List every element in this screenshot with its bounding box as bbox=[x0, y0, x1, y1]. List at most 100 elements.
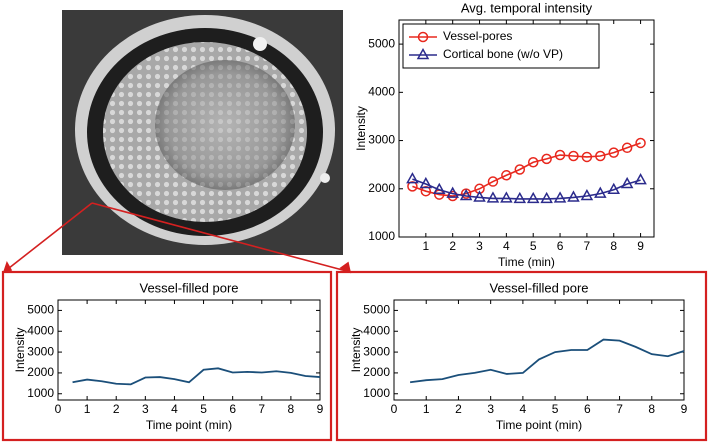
chart-title: Vessel-filled pore bbox=[140, 280, 239, 295]
marker bbox=[473, 190, 486, 202]
x-axis-label: Time (min) bbox=[498, 255, 555, 269]
marker bbox=[407, 181, 418, 192]
marker bbox=[620, 176, 634, 189]
x-tick-label: 1 bbox=[423, 402, 430, 416]
y-tick-label: 1000 bbox=[363, 386, 390, 400]
marker bbox=[459, 188, 473, 201]
marker bbox=[446, 186, 459, 198]
marker bbox=[514, 164, 526, 175]
marker bbox=[527, 157, 539, 168]
x-tick-label: 5 bbox=[530, 239, 537, 253]
x-tick-label: 4 bbox=[520, 402, 527, 416]
marker bbox=[526, 191, 540, 204]
marker bbox=[540, 191, 553, 204]
x-tick-label: 6 bbox=[557, 239, 564, 253]
y-tick-label: 5000 bbox=[363, 303, 390, 317]
marker bbox=[568, 150, 579, 162]
legend-label: Vessel-pores bbox=[443, 29, 512, 43]
y-axis-label: Intensity bbox=[354, 106, 368, 151]
x-tick-label: 2 bbox=[113, 402, 120, 416]
micrograph bbox=[62, 10, 343, 255]
x-tick-label: 3 bbox=[487, 402, 494, 416]
y-tick-label: 4000 bbox=[27, 323, 54, 337]
x-tick-label: 6 bbox=[229, 402, 236, 416]
x-tick-label: 5 bbox=[200, 402, 207, 416]
x-tick-label: 8 bbox=[610, 239, 617, 253]
chart: 1000 2000 3000 4000 5000 1 2 3 4 5 6 7 8 9 Avg. tempor… bbox=[354, 0, 655, 269]
marker bbox=[621, 142, 633, 154]
marker bbox=[594, 186, 607, 198]
marker bbox=[608, 147, 619, 158]
marker bbox=[553, 191, 567, 203]
legend-label: Cortical bone (w/o VP) bbox=[443, 47, 563, 61]
y-tick-label: 5000 bbox=[27, 303, 54, 317]
legend-box bbox=[402, 23, 600, 69]
y-tick-label: 3000 bbox=[368, 133, 395, 147]
x-axis-label: Time point (min) bbox=[146, 418, 232, 432]
y-tick-label: 4000 bbox=[368, 85, 395, 99]
x-tick-label: 2 bbox=[449, 239, 456, 253]
plot-area bbox=[57, 299, 321, 401]
x-tick-label: 9 bbox=[317, 402, 324, 416]
y-tick-label: 5000 bbox=[368, 36, 395, 50]
y-axis-label: Intensity bbox=[13, 328, 27, 373]
marker bbox=[432, 182, 446, 194]
legend: Vessel-pores Cortical bone (w/o VP) bbox=[402, 23, 600, 69]
series-line bbox=[72, 367, 321, 386]
marker bbox=[607, 182, 621, 194]
x-tick-label: 1 bbox=[422, 239, 429, 253]
marker bbox=[580, 188, 594, 201]
legend-marker bbox=[416, 47, 430, 60]
chart-title: Vessel-filled pore bbox=[490, 280, 589, 295]
marker bbox=[406, 172, 419, 184]
legend-marker bbox=[417, 31, 429, 43]
marker bbox=[634, 173, 647, 185]
plot-area bbox=[393, 299, 685, 401]
x-tick-label: 4 bbox=[171, 402, 178, 416]
chart: 1000 2000 3000 4000 5000 0 1 2 3 4 5 6 7 8 9 Vessel-fil… bbox=[13, 280, 323, 432]
marker bbox=[581, 151, 593, 163]
y-tick-label: 2000 bbox=[27, 365, 54, 379]
marker bbox=[486, 191, 500, 203]
y-tick-label: 4000 bbox=[363, 323, 390, 337]
y-tick-label: 2000 bbox=[363, 365, 390, 379]
marker bbox=[419, 176, 433, 189]
x-tick-label: 0 bbox=[391, 402, 398, 416]
marker bbox=[595, 150, 606, 162]
x-tick-label: 1 bbox=[84, 402, 91, 416]
x-tick-label: 4 bbox=[503, 239, 510, 253]
chart-title: Avg. temporal intensity bbox=[461, 0, 593, 15]
marker bbox=[567, 190, 580, 202]
x-tick-label: 9 bbox=[637, 239, 644, 253]
x-tick-label: 5 bbox=[552, 402, 559, 416]
marker bbox=[635, 137, 646, 149]
x-tick-label: 7 bbox=[584, 239, 591, 253]
x-tick-label: 8 bbox=[288, 402, 295, 416]
y-tick-label: 3000 bbox=[363, 344, 390, 358]
x-tick-label: 7 bbox=[258, 402, 265, 416]
x-tick-label: 2 bbox=[455, 402, 462, 416]
marker bbox=[501, 170, 512, 181]
x-tick-label: 3 bbox=[142, 402, 149, 416]
x-tick-label: 9 bbox=[681, 402, 688, 416]
y-tick-label: 1000 bbox=[368, 229, 395, 243]
y-tick-label: 3000 bbox=[27, 344, 54, 358]
marker bbox=[513, 191, 527, 204]
y-tick-label: 1000 bbox=[27, 386, 54, 400]
x-tick-label: 3 bbox=[476, 239, 483, 253]
x-tick-label: 7 bbox=[616, 402, 623, 416]
series-line bbox=[412, 142, 641, 197]
chart: 1000 2000 3000 4000 5000 0 1 2 3 4 5 6 7 8 9 Vessel-fil… bbox=[349, 280, 687, 432]
marker bbox=[500, 191, 513, 203]
x-tick-label: 8 bbox=[648, 402, 655, 416]
zoom-connectors bbox=[1, 202, 708, 442]
x-tick-label: 0 bbox=[55, 402, 62, 416]
y-axis-label: Intensity bbox=[349, 328, 363, 373]
x-tick-label: 6 bbox=[584, 402, 591, 416]
y-tick-label: 2000 bbox=[368, 181, 395, 195]
marker bbox=[554, 149, 566, 161]
x-axis-label: Time point (min) bbox=[496, 418, 582, 432]
marker bbox=[420, 185, 432, 197]
